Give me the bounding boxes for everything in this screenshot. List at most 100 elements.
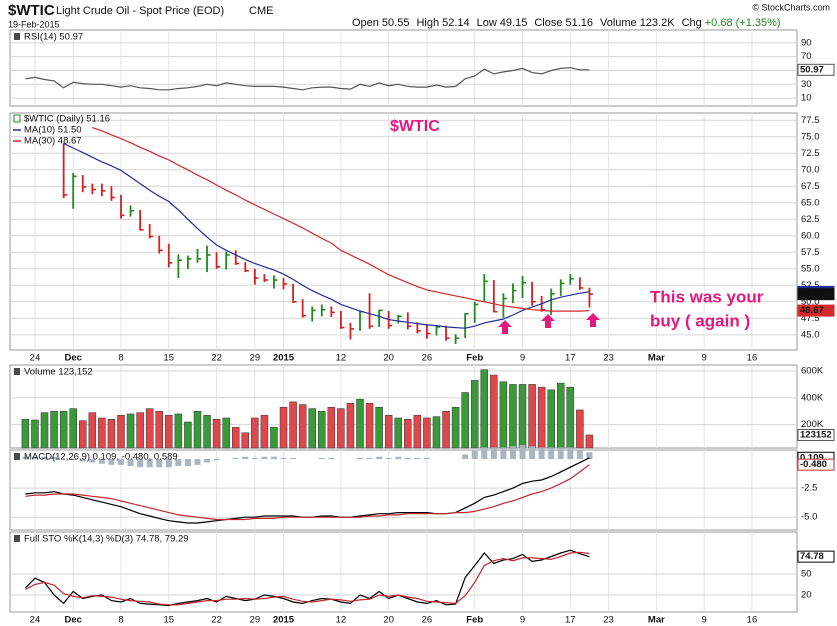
annotation: This was your — [650, 287, 764, 306]
legend-label: MA(10) 51.50 — [24, 125, 82, 136]
annotation: $WTIC — [390, 118, 440, 135]
volume-bar — [413, 415, 422, 449]
x-tick-label: 23 — [603, 353, 614, 364]
volume-bar — [212, 419, 221, 449]
volume-bar — [59, 411, 68, 449]
buy-arrow — [586, 313, 600, 327]
volume-bar — [184, 421, 192, 449]
y-tick-label: 70 — [801, 51, 812, 62]
volume-bar — [155, 411, 163, 449]
x-tick-label: 20 — [383, 615, 394, 626]
plot-area: 1030507090RSI(14) 50.9745.047.550.052.55… — [9, 29, 835, 626]
panel-title: Full STO %K(14,3) %D(3) 74.78, 79.29 — [24, 534, 189, 545]
volume-bar — [384, 415, 393, 449]
volume-bar — [490, 374, 498, 449]
title-icon — [14, 368, 20, 375]
histogram-bar — [567, 447, 574, 460]
histogram-bar — [89, 459, 96, 463]
y-tick-label: 45.0 — [801, 329, 820, 340]
series-line — [25, 464, 590, 521]
histogram-bar — [127, 459, 134, 467]
volume-bar — [318, 411, 326, 449]
volume-bar — [576, 409, 584, 449]
volume-bar — [499, 381, 508, 449]
last-value-box — [797, 63, 835, 76]
volume-bar — [241, 432, 250, 449]
quote-label: Volume — [600, 17, 637, 29]
x-tick-label: 24 — [30, 353, 41, 364]
histogram-bar — [261, 456, 268, 460]
histogram-bar — [509, 446, 516, 460]
histogram-bar — [318, 457, 325, 460]
volume-bar — [337, 408, 345, 449]
histogram-bar — [529, 446, 536, 460]
legend-label: $WTIC (Daily) 51.16 — [24, 114, 110, 125]
histogram-bar — [194, 459, 201, 465]
volume-bar — [470, 380, 479, 449]
quote-value: 123.2K — [640, 17, 676, 29]
x-tick-label: Feb — [466, 353, 483, 364]
quote-label: Chg — [682, 17, 702, 29]
volume-bar — [518, 384, 527, 449]
volume-bar — [40, 412, 49, 449]
panel — [9, 112, 798, 351]
volume-bar — [98, 417, 106, 449]
histogram-bar — [357, 457, 363, 460]
volume-bar — [231, 427, 240, 449]
x-tick-label: 9 — [520, 615, 525, 626]
y-tick-label: 400K — [801, 392, 824, 403]
volume-bar — [279, 406, 288, 449]
quote-value: 51.16 — [565, 17, 593, 29]
volume-bar — [126, 413, 135, 449]
title-icon — [14, 535, 20, 542]
last-value-box — [797, 304, 835, 317]
histogram-bar — [538, 447, 545, 460]
quote: Open 50.55 High 52.14 Low 49.15 Close 51.16 Volu… — [352, 17, 781, 29]
x-tick-label: 2015 — [273, 353, 295, 364]
histogram-bar — [395, 456, 402, 460]
x-tick-label: 9 — [702, 615, 707, 626]
y-tick-label: 50 — [801, 569, 812, 580]
histogram-bar — [118, 459, 124, 465]
histogram-bar — [98, 459, 105, 464]
volume-bar — [107, 419, 116, 449]
x-tick-label: 23 — [603, 615, 614, 626]
histogram-bar — [519, 445, 526, 460]
volume-bar — [260, 415, 269, 449]
histogram-bar — [586, 452, 593, 460]
histogram-bar — [108, 459, 115, 465]
y-tick-label: 52.5 — [801, 280, 820, 291]
credit: © StockCharts.com — [752, 2, 830, 12]
panel-title: RSI(14) 50.97 — [24, 32, 83, 43]
last-value-label: -0.480 — [800, 459, 827, 470]
x-tick-label: 17 — [565, 615, 576, 626]
y-tick-label: 200K — [801, 419, 824, 430]
x-tick-label: 8 — [118, 615, 123, 626]
buy-arrows — [498, 313, 600, 334]
last-value-box — [797, 288, 835, 301]
last-value-box — [797, 458, 835, 471]
histogram-bar — [280, 457, 287, 460]
volume-bar — [356, 398, 364, 449]
volume-bar — [193, 411, 202, 449]
volume-bar — [174, 413, 183, 449]
volume-bar — [557, 382, 565, 449]
x-tick-label: Mar — [648, 615, 665, 626]
last-value-label: 51.16 — [800, 289, 824, 300]
last-value-box — [797, 550, 835, 563]
x-tick-label: 24 — [30, 615, 41, 626]
volume-bar — [509, 384, 517, 449]
x-tick-label: 12 — [336, 353, 347, 364]
volume-bar — [585, 434, 594, 449]
quote-value: 50.55 — [382, 17, 410, 29]
instrument-name: Light Crude Oil - Spot Price (EOD) — [56, 5, 224, 17]
buy-arrow — [498, 320, 512, 334]
histogram-bar — [462, 454, 469, 460]
volume-bar — [461, 392, 469, 449]
volume-bar — [394, 417, 402, 449]
histogram-bar — [51, 456, 58, 460]
buy-arrow — [541, 314, 555, 328]
exchange: CME — [249, 5, 273, 17]
y-tick-label: 57.5 — [801, 247, 820, 258]
legend-icon — [13, 114, 21, 123]
